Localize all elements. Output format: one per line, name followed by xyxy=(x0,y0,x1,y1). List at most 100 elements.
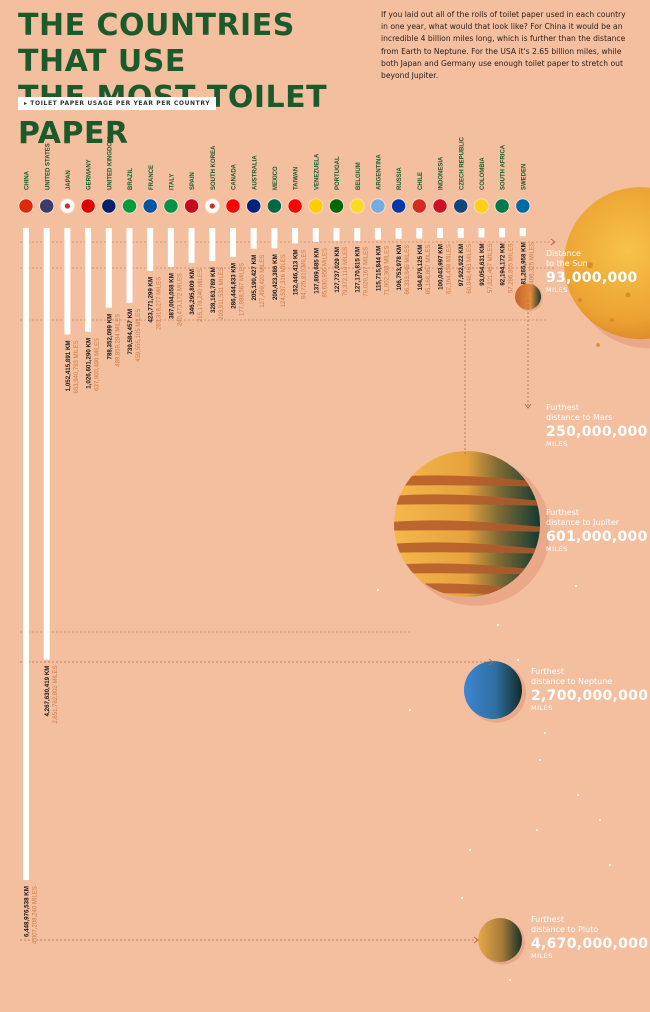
km-value-label: 6,448,976,538 KM xyxy=(24,886,31,937)
km-value-label: 92,194,172 KM xyxy=(500,243,507,285)
star-icon xyxy=(535,828,539,832)
miles-value-label: 79,020,167 MILES xyxy=(364,247,370,297)
chile-flag-icon xyxy=(411,198,427,214)
miles-value-label: 57,286,805 MILES xyxy=(509,243,515,293)
miles-value-label: 62,164,458 MILES xyxy=(447,244,453,294)
star-icon xyxy=(468,848,472,852)
star-icon xyxy=(538,758,542,762)
km-value-label: 137,809,685 KM xyxy=(313,248,320,294)
km-value-label: 346,295,809 KM xyxy=(189,269,196,315)
pluto-planet xyxy=(478,918,522,962)
spain-flag-icon xyxy=(183,198,200,214)
miles-value-label: 50,496,325 MILES xyxy=(529,242,535,292)
jupiter-band xyxy=(394,475,540,487)
miles-value-label: 57,821,467 MILES xyxy=(488,243,494,293)
km-value-label: 1,026,601,290 KM xyxy=(86,338,93,389)
bar xyxy=(188,228,195,264)
country-name-label: FRANCE xyxy=(149,165,155,190)
sun-spot xyxy=(596,343,600,347)
country-name-label: CHINA xyxy=(25,170,31,190)
star-icon xyxy=(496,623,500,627)
bar xyxy=(43,228,50,660)
bar xyxy=(105,228,112,308)
sun-spot xyxy=(578,298,582,302)
jupiter-distance-value: 601,000,000 xyxy=(546,529,648,545)
sun-spot xyxy=(610,318,614,322)
jupiter-band xyxy=(394,520,540,532)
mars-label-line1: Furthest xyxy=(546,403,579,412)
km-value-label: 1,052,415,891 KM xyxy=(65,340,72,391)
mexico-flag-icon xyxy=(266,198,283,214)
country-name-label: ARGENTINA xyxy=(377,154,383,190)
pluto-distance-unit: MILES xyxy=(531,952,553,960)
km-value-label: 106,753,978 KM xyxy=(396,245,403,291)
indonesia-flag-icon xyxy=(432,198,448,214)
bar xyxy=(457,228,464,238)
country-name-label: GERMANY xyxy=(87,159,93,190)
bar xyxy=(230,228,236,257)
france-flag-icon xyxy=(142,198,158,214)
country-name-label: INDONESIA xyxy=(439,156,445,190)
page-title: THE COUNTRIES THAT USE THE MOST TOILET P… xyxy=(18,8,368,152)
sun-spot xyxy=(625,292,631,298)
bar xyxy=(374,228,381,240)
sweden-flag-icon xyxy=(515,198,531,214)
bar xyxy=(250,228,257,249)
bar xyxy=(147,228,154,271)
miles-value-label: 637,900,486 MILES xyxy=(95,338,101,391)
country-name-label: AUSTRALIA xyxy=(252,155,258,190)
colombia-flag-icon xyxy=(473,198,490,214)
australia-flag-icon xyxy=(246,198,262,214)
russia-flag-icon xyxy=(390,198,407,214)
bar xyxy=(167,228,174,268)
portugal-flag-icon xyxy=(328,198,345,214)
pluto-label-line1: Furthest xyxy=(531,915,564,924)
usa-flag-icon xyxy=(39,198,55,214)
argentina-flag-icon xyxy=(370,198,386,214)
legend-tag: ▸ TOILET PAPER USAGE PER YEAR PER COUNTR… xyxy=(18,97,217,110)
bar xyxy=(437,228,443,239)
bar xyxy=(209,228,216,262)
neptune-planet xyxy=(464,661,522,719)
km-value-label: 127,170,815 KM xyxy=(355,247,362,293)
guide-arrow xyxy=(550,238,556,246)
miles-value-label: 240,473,172 MILES xyxy=(177,273,183,326)
bar xyxy=(23,228,29,881)
km-value-label: 328,163,789 KM xyxy=(210,267,217,313)
km-value-label: 152,446,413 KM xyxy=(293,249,300,295)
km-value-label: 81,265,958 KM xyxy=(520,242,527,284)
star-icon xyxy=(408,708,412,712)
miles-value-label: 2,651,782,802 MILES xyxy=(53,666,59,724)
pluto-distance-value: 4,670,000,000 xyxy=(531,936,649,952)
km-value-label: 93,054,631 KM xyxy=(479,243,486,285)
bar xyxy=(64,228,71,335)
miles-value-label: 203,911,531 MILES xyxy=(219,267,225,320)
sun-label-line2: to the Sun xyxy=(546,259,588,268)
china-flag-icon xyxy=(18,198,34,214)
country-name-label: PORTUGAL xyxy=(335,156,341,190)
intro-paragraph: If you laid out all of the rolls of toil… xyxy=(381,10,626,81)
jupiter-band xyxy=(394,494,540,506)
neptune-distance-value: 2,700,000,000 xyxy=(531,688,649,704)
south-africa-flag-icon xyxy=(494,198,510,214)
bar xyxy=(354,228,361,241)
country-name-label: SOUTH KOREA xyxy=(211,145,217,190)
country-name-label: CHILE xyxy=(418,172,424,190)
sun-spot xyxy=(587,262,593,268)
country-name-label: JAPAN xyxy=(66,170,72,190)
bar xyxy=(271,228,278,249)
star-icon xyxy=(574,584,578,588)
jupiter-label-line1: Furthest xyxy=(546,508,579,517)
bar xyxy=(312,228,319,242)
country-name-label: SWEDEN xyxy=(521,164,527,190)
miles-value-label: 85,630,956 MILES xyxy=(322,248,328,298)
sun-label-line1: Distance xyxy=(546,249,581,258)
jupiter-band xyxy=(394,563,540,575)
bar xyxy=(85,228,92,332)
country-name-label: RUSSIA xyxy=(397,167,403,190)
miles-value-label: 215,178,240 MILES xyxy=(198,269,204,322)
km-value-label: 115,715,844 KM xyxy=(375,246,382,291)
km-value-label: 739,584,457 KM xyxy=(127,309,134,355)
miles-value-label: 653,940,793 MILES xyxy=(74,340,80,393)
